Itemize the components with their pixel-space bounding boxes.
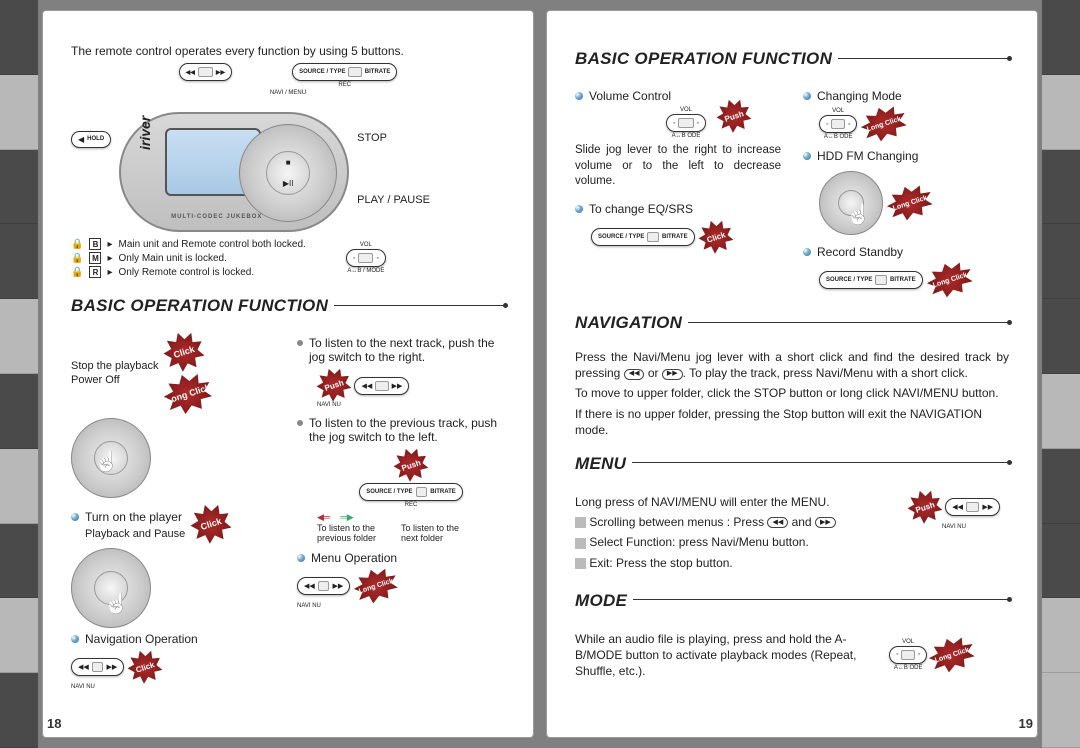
hold-switch: ◀ HOLD — [71, 131, 111, 148]
volume-control-label: Volume Control — [589, 89, 671, 103]
longclick-burst: Long Click — [857, 101, 911, 148]
device-illustration: iriver MULTI-CODEC JUKEBOX ■ ▶II — [119, 112, 349, 232]
next-icon: ▶▶ — [815, 517, 836, 528]
source-bitrate-bar: SOURCE / TYPE BITRATE REC — [292, 63, 397, 88]
stop-icon: ■ — [286, 158, 291, 167]
turn-on-label: Turn on the player — [85, 510, 182, 524]
section-basic-operation: BASIC OPERATION FUNCTION — [71, 286, 505, 324]
section-menu: MENU — [575, 444, 1009, 482]
right-binder-strip — [1042, 0, 1080, 748]
hand-icon — [94, 449, 112, 473]
hand-icon — [104, 591, 122, 615]
prev-track-text: To listen to the previous track, push th… — [309, 416, 505, 444]
nav-paragraph-1: Press the Navi/Menu jog lever with a sho… — [575, 349, 1009, 381]
page-18: The remote control operates every functi… — [42, 10, 534, 738]
changing-mode-label: Changing Mode — [817, 89, 902, 103]
prev-folder-label: To listen to the previous folder — [317, 523, 387, 543]
power-off-label: Power Off — [71, 374, 120, 386]
longclick-burst: Long Click — [883, 180, 937, 227]
nav-paragraph-3: If there is no upper folder, pressing th… — [575, 406, 1009, 438]
device-jogdial: ■ ▶II — [239, 124, 337, 222]
menu-bullet-3: Exit: Press the stop button. — [575, 555, 879, 571]
playback-pause-label: Playback and Pause — [85, 528, 185, 540]
navi-bar-small: ◀◀ ▶▶ — [71, 658, 124, 676]
eq-srs-label: To change EQ/SRS — [589, 202, 693, 216]
navi-bar-small: ◀◀ ▶▶ — [354, 377, 409, 395]
jogdial-stop — [71, 418, 151, 498]
push-burst: Push — [903, 486, 946, 529]
remote-diagrams-top: ◀◀ ▶▶ SOURCE / TYPE BITRATE REC — [71, 63, 505, 88]
click-burst: Click — [159, 327, 209, 377]
longclick-burst: Long Click — [925, 632, 979, 679]
prev-icon: ◀◀ — [767, 517, 788, 528]
vol-mode-bar: VOL ◦ ◦ A↔B / MODE — [346, 242, 386, 274]
section-mode: MODE — [575, 581, 1009, 619]
play-pause-callout: PLAY / PAUSE — [357, 194, 430, 206]
page-19: BASIC OPERATION FUNCTION Volume Control … — [546, 10, 1038, 738]
source-bar-small: SOURCE / TYPE BITRATE — [359, 483, 463, 501]
menu-intro: Long press of NAVI/MENU will enter the M… — [575, 494, 879, 510]
prev-icon: ◀◀ — [624, 369, 645, 380]
section-basic-operation-r: BASIC OPERATION FUNCTION — [575, 39, 1009, 77]
lock-icon: 🔒 — [71, 253, 83, 264]
nav-paragraph-2: To move to upper folder, click the STOP … — [575, 385, 1009, 401]
record-standby-label: Record Standby — [817, 245, 903, 259]
next-folder-label: To listen to the next folder — [401, 523, 471, 543]
lock-descriptions: 🔒B▸Main unit and Remote control both loc… — [71, 236, 306, 280]
volume-instruction: Slide jog lever to the right to increase… — [575, 143, 781, 190]
push-burst: Push — [313, 364, 356, 407]
push-burst: Push — [390, 444, 433, 487]
hdd-fm-label: HDD FM Changing — [817, 149, 918, 163]
click-burst: Click — [186, 499, 236, 549]
page-number: 19 — [1019, 716, 1033, 731]
menu-bullet-2: Select Function: press Navi/Menu button. — [575, 534, 879, 550]
next-track-text: To listen to the next track, push the jo… — [309, 336, 505, 364]
menu-op-label: Menu Operation — [311, 551, 397, 565]
navi-bar-small: ◀◀ ▶▶ — [297, 577, 350, 595]
navi-bar-small: ◀◀ ▶▶ — [945, 498, 1000, 516]
brand-logo: iriver — [137, 116, 153, 150]
lock-icon: 🔒 — [71, 239, 83, 250]
left-binder-strip — [0, 0, 38, 748]
click-burst: Click — [694, 215, 737, 258]
stop-callout: STOP — [357, 132, 430, 144]
navi-menu-label: NAVI / MENU — [71, 90, 505, 96]
section-navigation: NAVIGATION — [575, 303, 1009, 341]
longclick-burst: Long Click — [159, 368, 217, 421]
device-subtitle: MULTI-CODEC JUKEBOX — [171, 214, 262, 220]
next-icon: ▶▶ — [662, 369, 683, 380]
jogdial-mode — [819, 171, 883, 235]
manual-spread: The remote control operates every functi… — [42, 10, 1038, 738]
longclick-burst: Long Click — [922, 257, 976, 304]
click-burst: Click — [124, 646, 167, 689]
menu-bullet-1: Scrolling between menus : Press ◀◀ and ▶… — [575, 514, 879, 530]
navi-menu-bar: ◀◀ ▶▶ — [179, 63, 232, 81]
mode-paragraph: While an audio file is playing, press an… — [575, 631, 869, 680]
hand-icon — [846, 202, 864, 226]
nav-op-label: Navigation Operation — [85, 632, 198, 646]
play-icon: ▶II — [283, 179, 294, 188]
stop-playback-label: Stop the playback — [71, 360, 158, 372]
page-number: 18 — [47, 716, 61, 731]
jogdial-play — [71, 548, 151, 628]
intro-text: The remote control operates every functi… — [71, 43, 505, 59]
lock-icon: 🔒 — [71, 267, 83, 278]
